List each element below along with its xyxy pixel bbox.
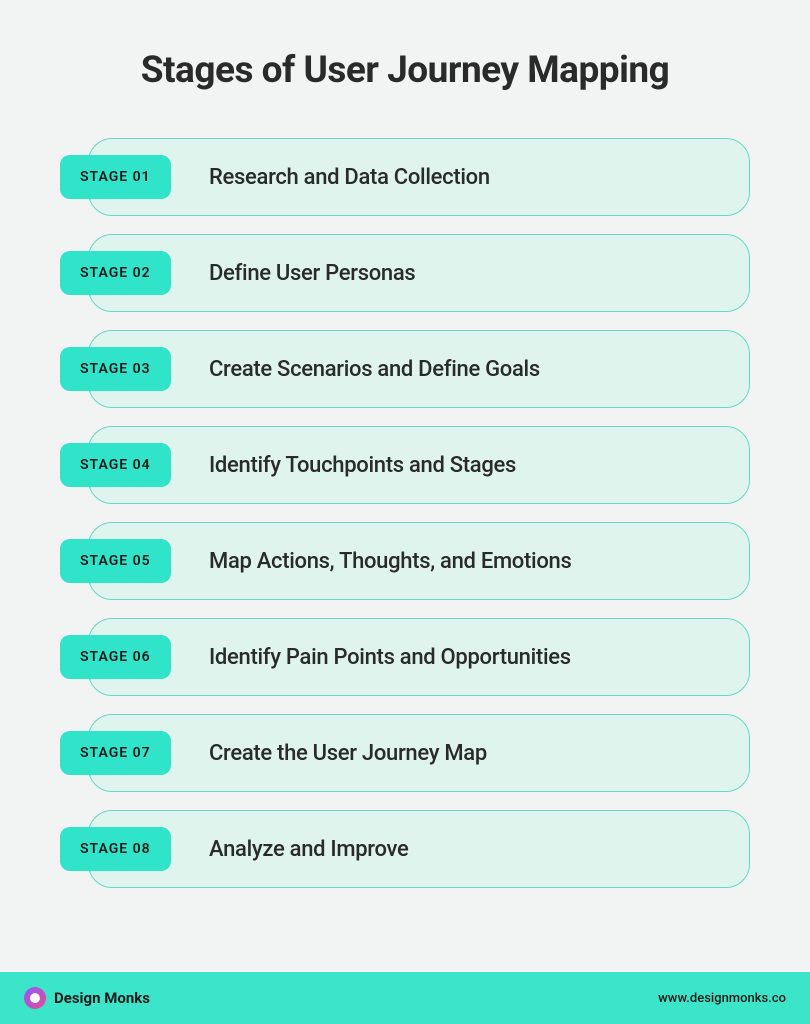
stage-label: Identify Pain Points and Opportunities xyxy=(209,645,571,670)
stage-label: Map Actions, Thoughts, and Emotions xyxy=(209,549,571,574)
stage-row: STAGE 03 Create Scenarios and Define Goa… xyxy=(88,330,750,408)
stage-pill: Map Actions, Thoughts, and Emotions xyxy=(88,522,750,600)
stage-badge: STAGE 07 xyxy=(60,731,171,775)
footer-url: www.designmonks.co xyxy=(658,991,786,1006)
content-area: Stages of User Journey Mapping STAGE 01 … xyxy=(0,0,810,972)
stage-label: Analyze and Improve xyxy=(209,837,408,862)
stage-row: STAGE 05 Map Actions, Thoughts, and Emot… xyxy=(88,522,750,600)
stage-pill: Create Scenarios and Define Goals xyxy=(88,330,750,408)
stage-label: Define User Personas xyxy=(209,261,415,286)
stage-badge: STAGE 05 xyxy=(60,539,171,583)
page-title: Stages of User Journey Mapping xyxy=(60,48,750,94)
stage-row: STAGE 01 Research and Data Collection xyxy=(88,138,750,216)
stage-pill: Analyze and Improve xyxy=(88,810,750,888)
footer-brand-name: Design Monks xyxy=(54,989,150,1007)
footer-brand-group: Design Monks xyxy=(24,987,150,1009)
stage-pill: Define User Personas xyxy=(88,234,750,312)
stage-row: STAGE 04 Identify Touchpoints and Stages xyxy=(88,426,750,504)
brand-logo-icon xyxy=(24,987,46,1009)
stage-badge: STAGE 04 xyxy=(60,443,171,487)
stage-label: Research and Data Collection xyxy=(209,165,490,190)
stage-row: STAGE 06 Identify Pain Points and Opport… xyxy=(88,618,750,696)
stage-badge: STAGE 02 xyxy=(60,251,171,295)
brand-logo-inner xyxy=(30,993,40,1003)
stage-badge: STAGE 08 xyxy=(60,827,171,871)
stage-badge: STAGE 03 xyxy=(60,347,171,391)
stage-pill: Research and Data Collection xyxy=(88,138,750,216)
stage-pill: Identify Touchpoints and Stages xyxy=(88,426,750,504)
stage-row: STAGE 07 Create the User Journey Map xyxy=(88,714,750,792)
stage-label: Create Scenarios and Define Goals xyxy=(209,357,540,382)
footer: Design Monks www.designmonks.co xyxy=(0,972,810,1024)
stage-label: Identify Touchpoints and Stages xyxy=(209,453,516,478)
stage-label: Create the User Journey Map xyxy=(209,741,487,766)
stage-row: STAGE 08 Analyze and Improve xyxy=(88,810,750,888)
stage-badge: STAGE 01 xyxy=(60,155,171,199)
stages-list: STAGE 01 Research and Data Collection ST… xyxy=(60,138,750,888)
stage-pill: Identify Pain Points and Opportunities xyxy=(88,618,750,696)
stage-pill: Create the User Journey Map xyxy=(88,714,750,792)
stage-badge: STAGE 06 xyxy=(60,635,171,679)
stage-row: STAGE 02 Define User Personas xyxy=(88,234,750,312)
